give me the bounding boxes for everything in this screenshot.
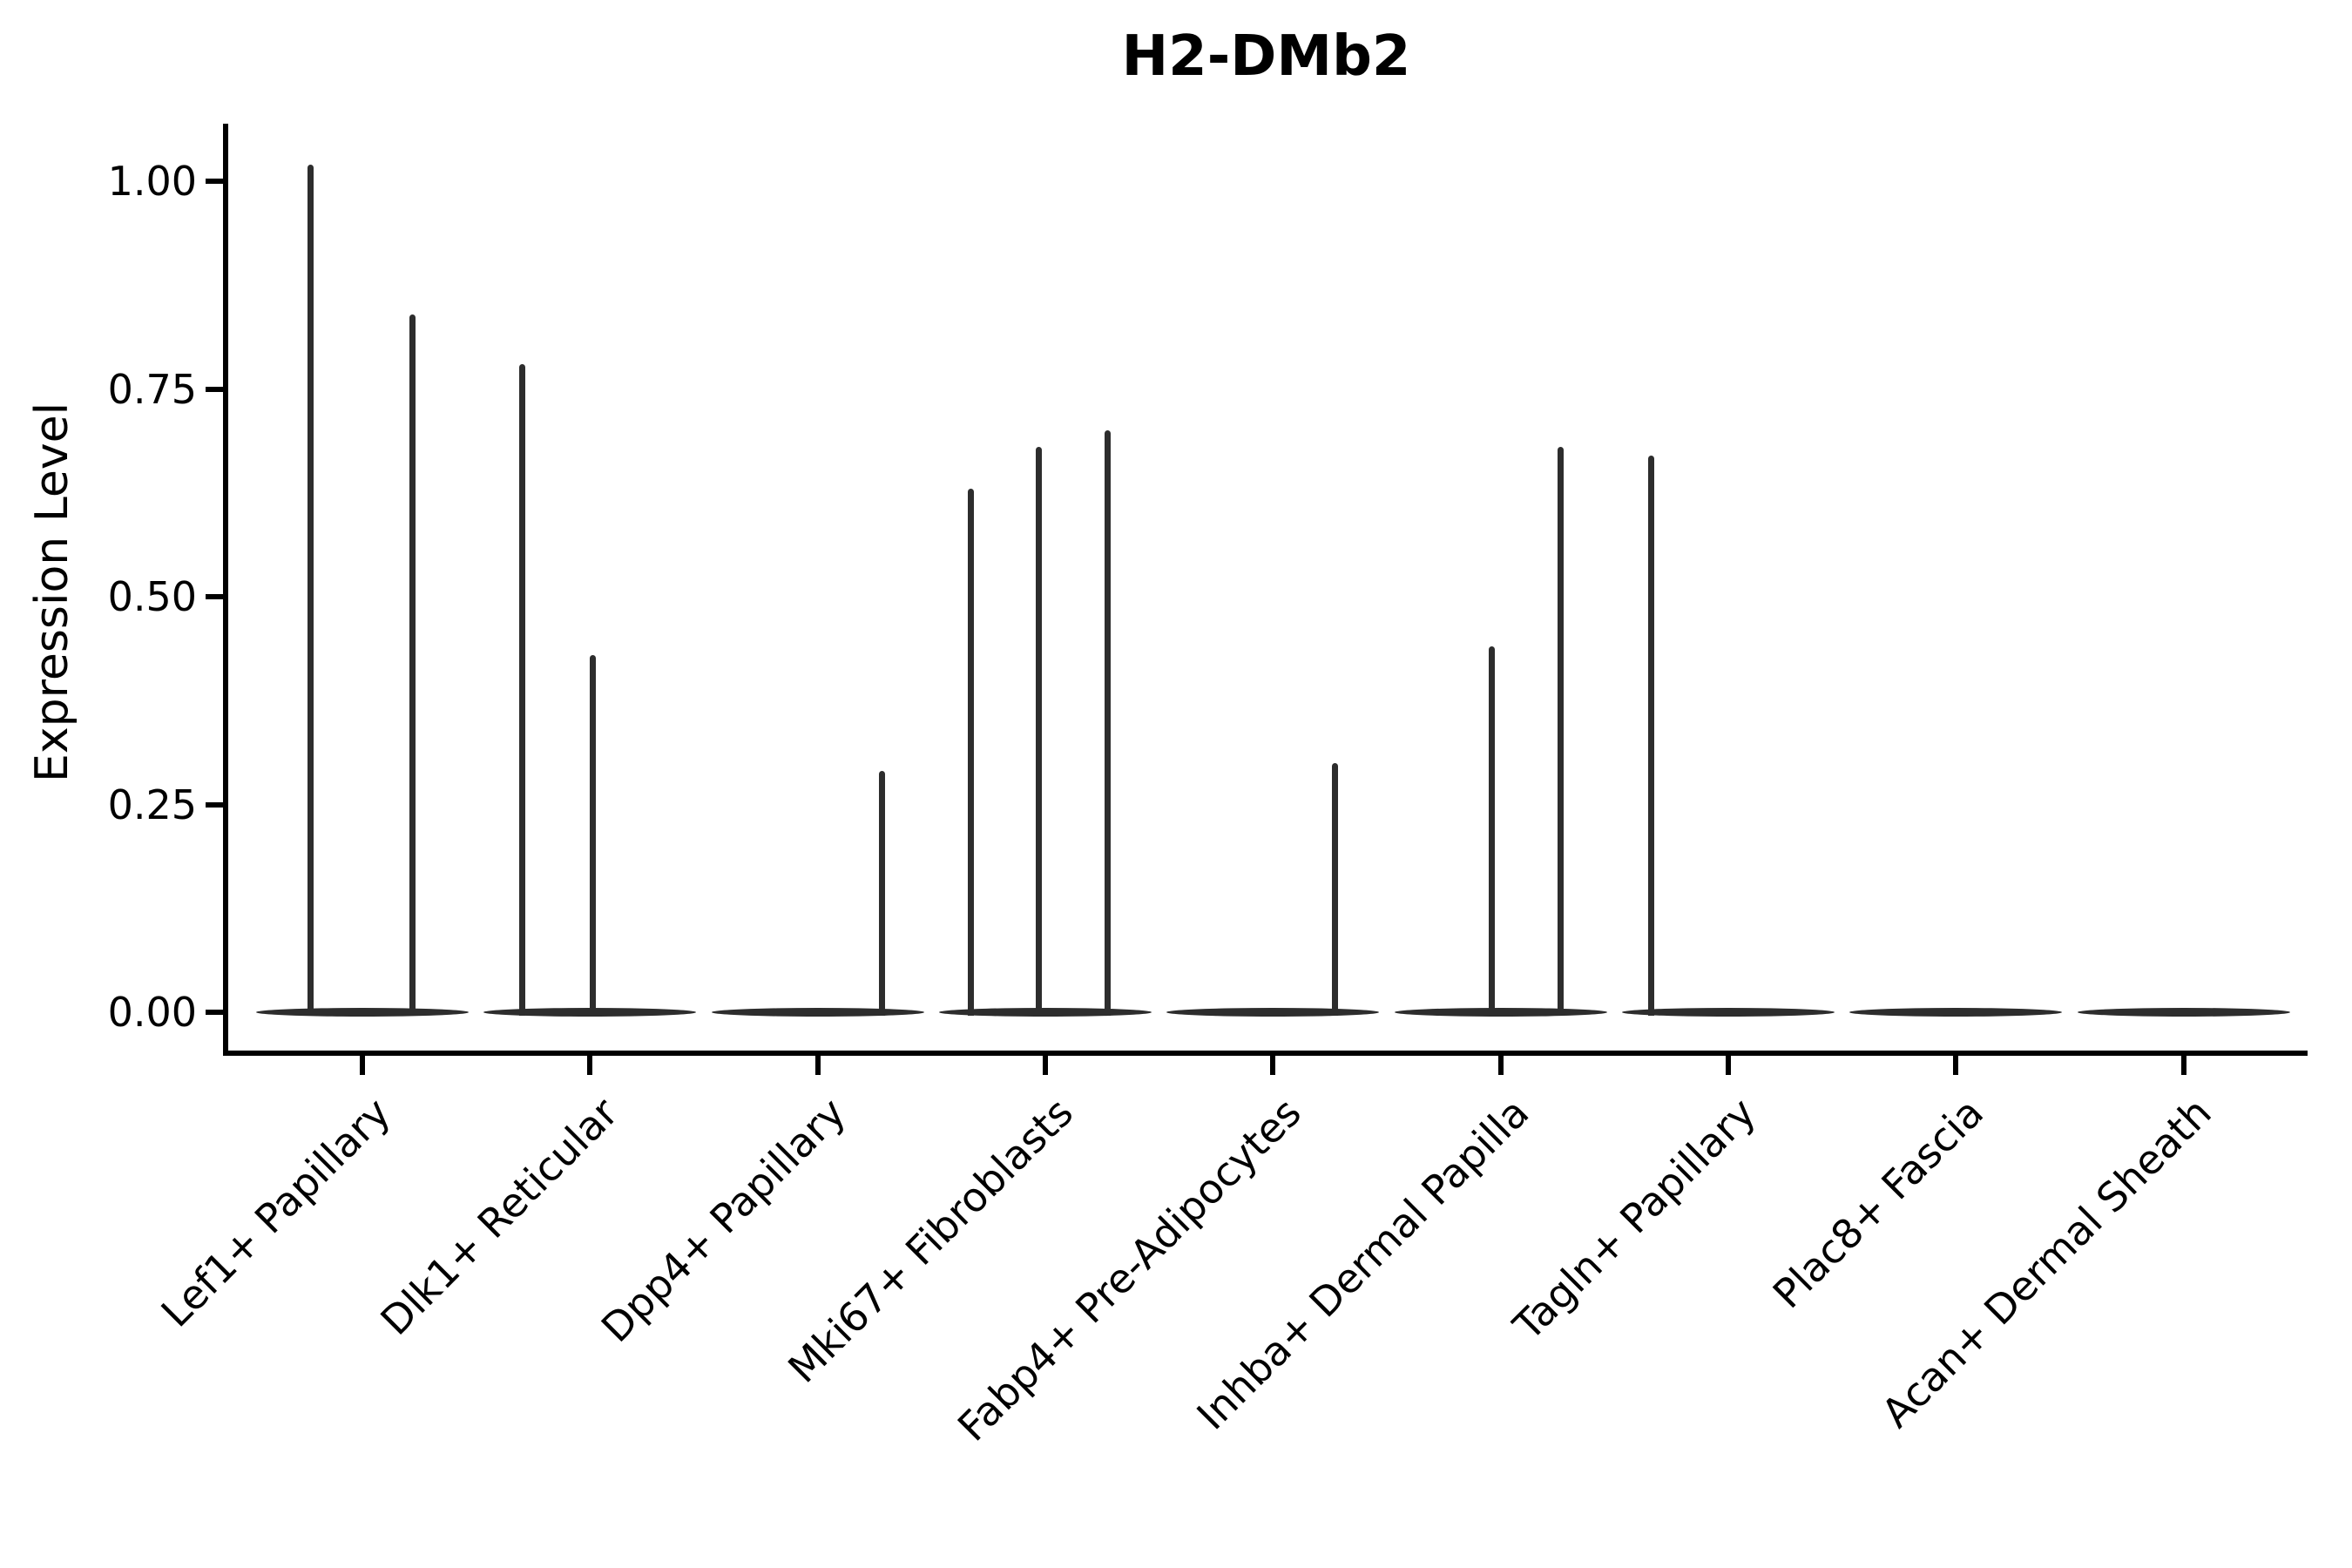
violin-baseline	[1166, 1008, 1380, 1017]
x-axis-category-label: Plac8+ Fascia	[1764, 1088, 1993, 1318]
y-tick-mark	[206, 386, 225, 392]
violin-spike	[1331, 762, 1338, 1016]
x-axis-category-label: Tagln+ Papillary	[1504, 1088, 1766, 1349]
x-tick-mark	[2180, 1051, 2186, 1075]
x-tick-mark	[1497, 1051, 1504, 1075]
x-tick-mark	[1953, 1051, 1959, 1075]
violin-baseline	[256, 1008, 469, 1017]
y-tick-mark	[206, 594, 225, 599]
y-tick-label: 1.00	[107, 158, 197, 205]
chart-title: H2-DMb2	[1121, 24, 1411, 89]
violin-spike	[589, 654, 596, 1016]
x-tick-mark	[814, 1051, 821, 1075]
y-tick-label: 0.50	[107, 573, 197, 620]
y-tick-label: 0.75	[107, 365, 197, 413]
y-axis-line	[223, 124, 228, 1056]
x-axis-category-label: Dlk1+ Reticular	[371, 1088, 627, 1345]
violin-spike	[967, 488, 974, 1016]
x-axis-category-label: Lef1+ Papillary	[152, 1088, 400, 1336]
x-tick-mark	[587, 1051, 593, 1075]
violin-baseline	[2077, 1008, 2290, 1017]
x-tick-mark	[1726, 1051, 1732, 1075]
violin-spike	[1648, 455, 1655, 1016]
violin-baseline	[939, 1008, 1152, 1017]
x-tick-mark	[360, 1051, 365, 1075]
violin-spike	[1557, 447, 1564, 1016]
y-tick-mark	[206, 1010, 225, 1015]
violin-spike	[307, 164, 314, 1016]
violin-baseline	[711, 1008, 924, 1017]
y-tick-label: 0.25	[107, 781, 197, 828]
violin-spike	[878, 771, 885, 1016]
violin-baseline	[1394, 1008, 1607, 1017]
y-tick-label: 0.00	[107, 989, 197, 1036]
violin-baseline	[1622, 1008, 1835, 1017]
violin-baseline	[1849, 1008, 2063, 1017]
y-tick-mark	[206, 179, 225, 184]
y-tick-mark	[206, 801, 225, 808]
violin-spike	[409, 314, 416, 1016]
x-tick-mark	[1043, 1051, 1049, 1075]
violin-spike	[1036, 447, 1043, 1016]
violin-spike	[1104, 430, 1111, 1016]
plot-area	[225, 124, 2308, 1051]
x-axis-line	[223, 1051, 2308, 1056]
x-tick-mark	[1270, 1051, 1276, 1075]
violin-spike	[1489, 646, 1496, 1016]
violin-spike	[518, 363, 525, 1016]
x-axis-category-label: Dpp4+ Papillary	[591, 1088, 855, 1352]
